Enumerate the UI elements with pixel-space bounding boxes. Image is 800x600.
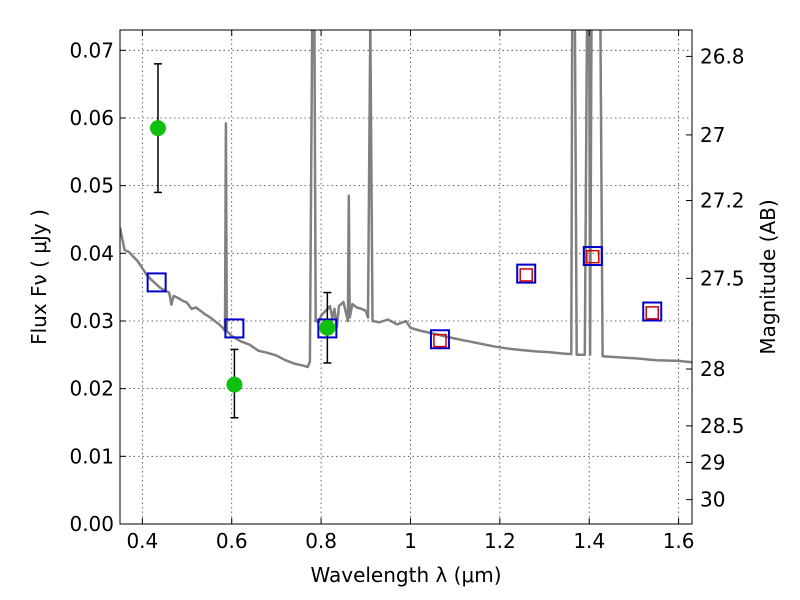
- template-spectrum-line: [120, 30, 692, 369]
- right-tick-label: 29: [700, 450, 725, 474]
- model-square-blue: [146, 272, 167, 293]
- model-square-blue: [516, 263, 537, 284]
- axes: 0.4 0.6 0.8 1 1.2 1.4 1.6 0.00 0.01 0.02 0.03 0.04 0…: [69, 30, 745, 553]
- model-square-blue: [429, 329, 450, 350]
- observed-point: [149, 120, 166, 137]
- observed-point: [226, 376, 243, 393]
- model-square-blue: [224, 318, 245, 339]
- y-tick-label: 0.01: [69, 444, 114, 468]
- x-tick-label: 1.4: [573, 529, 605, 553]
- model-square-blue: [642, 301, 663, 322]
- y-tick-label: 0.00: [69, 512, 114, 536]
- model-square-red: [433, 333, 447, 348]
- y-axis-title: Flux Fν ( μJy ): [27, 209, 51, 345]
- model-square-red: [586, 249, 600, 264]
- right-tick-label: 27.2: [700, 189, 745, 213]
- model-square-blue: [582, 246, 603, 267]
- y-tick-label: 0.07: [69, 38, 114, 62]
- model-square-red: [519, 268, 533, 282]
- right-tick-label: 28.5: [700, 414, 745, 438]
- x-axis-title: Wavelength λ (μm): [310, 563, 501, 587]
- y-tick-label: 0.04: [69, 241, 114, 265]
- y-axis-right-title: Magnitude (AB): [756, 199, 780, 354]
- plot-frame: [119, 29, 693, 525]
- right-tick-label: 27.5: [700, 266, 745, 290]
- y-tick-label: 0.06: [69, 106, 114, 130]
- observed-point: [319, 319, 336, 336]
- right-tick-label: 27: [700, 123, 725, 147]
- y-tick-label: 0.02: [69, 377, 114, 401]
- right-tick-label: 28: [700, 357, 725, 381]
- x-tick-label: 0.6: [216, 529, 248, 553]
- x-tick-label: 1: [404, 529, 417, 553]
- x-tick-label: 0.8: [305, 529, 337, 553]
- x-tick-label: 1.6: [663, 529, 695, 553]
- x-tick-label: 1.2: [484, 529, 516, 553]
- y-tick-label: 0.05: [69, 174, 114, 198]
- right-tick-label: 30: [700, 488, 725, 512]
- y-tick-label: 0.03: [69, 309, 114, 333]
- plot-data: [120, 30, 692, 419]
- model-square-red: [645, 306, 659, 320]
- right-tick-label: 26.8: [700, 44, 745, 68]
- x-tick-label: 0.4: [126, 529, 158, 553]
